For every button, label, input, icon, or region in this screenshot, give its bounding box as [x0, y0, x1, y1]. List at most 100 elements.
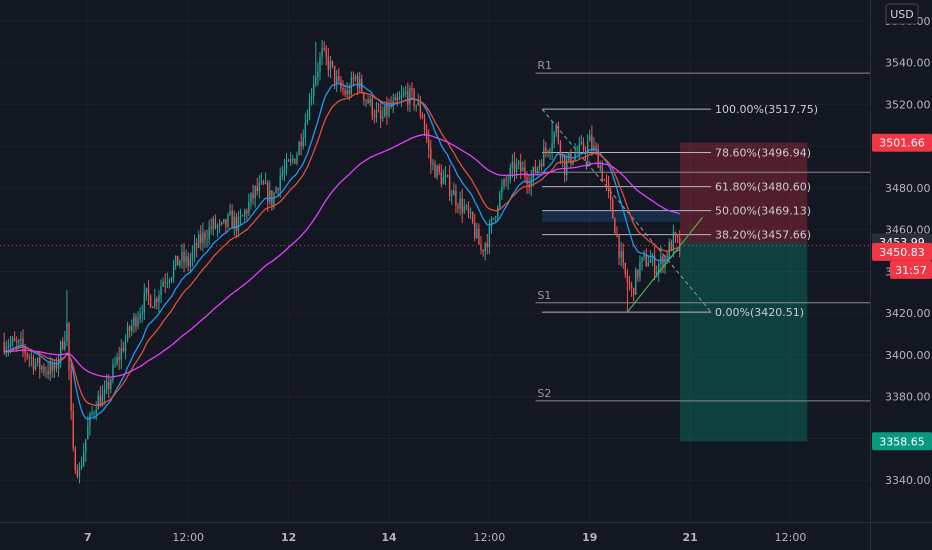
candle-body [20, 338, 22, 341]
candle-body [87, 425, 89, 440]
candle-body [143, 292, 146, 313]
moving-averages [4, 82, 680, 420]
candle-body [13, 338, 16, 342]
candle-body [158, 295, 160, 303]
candle-body [306, 119, 309, 123]
candle-body [536, 167, 539, 173]
candle-body [122, 348, 125, 352]
candle-body [444, 175, 447, 178]
fib-level-label: 50.00%(3469.13) [715, 205, 811, 218]
candle-body [451, 195, 453, 197]
candle-body [170, 277, 173, 281]
position-zones [680, 142, 808, 442]
candle-body [118, 356, 120, 360]
price-tag [872, 432, 932, 451]
candle-body [210, 227, 212, 229]
candle-body [674, 232, 677, 237]
candle-body [59, 341, 62, 360]
candle-body [28, 356, 30, 358]
candle-body [212, 218, 215, 229]
candle-body [206, 239, 208, 241]
candle-body [336, 76, 338, 83]
candle-body [116, 356, 118, 365]
candle-body [101, 394, 104, 407]
countdown-tag [890, 260, 932, 279]
candle-body [517, 161, 520, 165]
candle-body [622, 251, 624, 264]
candle-body [279, 175, 281, 191]
candle-body [273, 193, 275, 207]
moving-average-line [4, 134, 680, 378]
candle-body [197, 234, 200, 248]
candle-body [283, 169, 286, 174]
candle-body [260, 181, 263, 184]
time-tick-label: 7 [84, 531, 92, 544]
candle-body [108, 381, 110, 389]
candle-body [511, 161, 514, 168]
candle-body [55, 363, 58, 369]
candle-body [471, 212, 474, 223]
candle-body [601, 165, 604, 180]
candle-body [655, 271, 658, 274]
price-tick-label: 3400.00 [885, 349, 931, 362]
candle-body [375, 110, 378, 118]
candle-body [417, 102, 419, 106]
candle-body [66, 323, 68, 342]
candle-body [478, 228, 480, 245]
candle-body [133, 316, 135, 326]
candle-body [26, 353, 28, 357]
candle-body [463, 206, 465, 213]
candle-body [530, 178, 532, 187]
candle-body [45, 371, 47, 373]
candle-body [367, 99, 369, 104]
candle-body [269, 190, 271, 203]
candle-body [400, 95, 403, 99]
candle-body [494, 216, 497, 218]
candle-body [310, 95, 313, 98]
candle-body [124, 340, 127, 352]
candle-body [453, 190, 455, 196]
candle-body [676, 236, 679, 239]
candle-body [39, 357, 41, 370]
candle-body [405, 91, 407, 94]
candle-body [57, 359, 60, 369]
candle-body [208, 227, 210, 240]
candle-body [553, 132, 555, 144]
candle-body [605, 180, 608, 183]
candle-body [156, 298, 158, 303]
moving-average-line [4, 82, 680, 420]
price-tick-label: 3480.00 [885, 182, 931, 195]
candle-body [555, 125, 557, 133]
candle-body [82, 452, 85, 466]
candle-body [465, 205, 468, 207]
candle-body [457, 205, 459, 209]
candle-body [80, 465, 83, 468]
candle-body [379, 111, 382, 119]
candle-body [258, 183, 261, 192]
time-tick-label: 12 [281, 531, 296, 544]
drawings-layer[interactable] [0, 216, 870, 313]
candle-body [637, 269, 639, 278]
candle-body [428, 138, 430, 149]
candle-body [333, 65, 336, 83]
candle-body [179, 260, 181, 266]
candle-body [145, 287, 148, 293]
candle-body [185, 256, 187, 263]
candle-body [651, 255, 654, 260]
candle-body [474, 222, 476, 238]
candle-body [599, 165, 601, 168]
candle-body [672, 232, 675, 251]
candle-body [72, 410, 74, 449]
time-axis[interactable]: 7 12:00 12 14 12:00 19 21 12:00 [0, 522, 932, 545]
candle-body [302, 137, 304, 147]
candle-body [168, 280, 171, 283]
candle-body [545, 147, 547, 151]
support-trendline [626, 216, 704, 313]
candle-body [105, 381, 108, 390]
candle-body [467, 205, 470, 214]
candle-body [607, 182, 610, 191]
fibonacci-retracement[interactable]: 100.00%(3517.75) 78.60%(3496.94) 61.80%(34… [541, 103, 818, 319]
candle-body [93, 412, 95, 414]
candle-body [488, 226, 491, 248]
